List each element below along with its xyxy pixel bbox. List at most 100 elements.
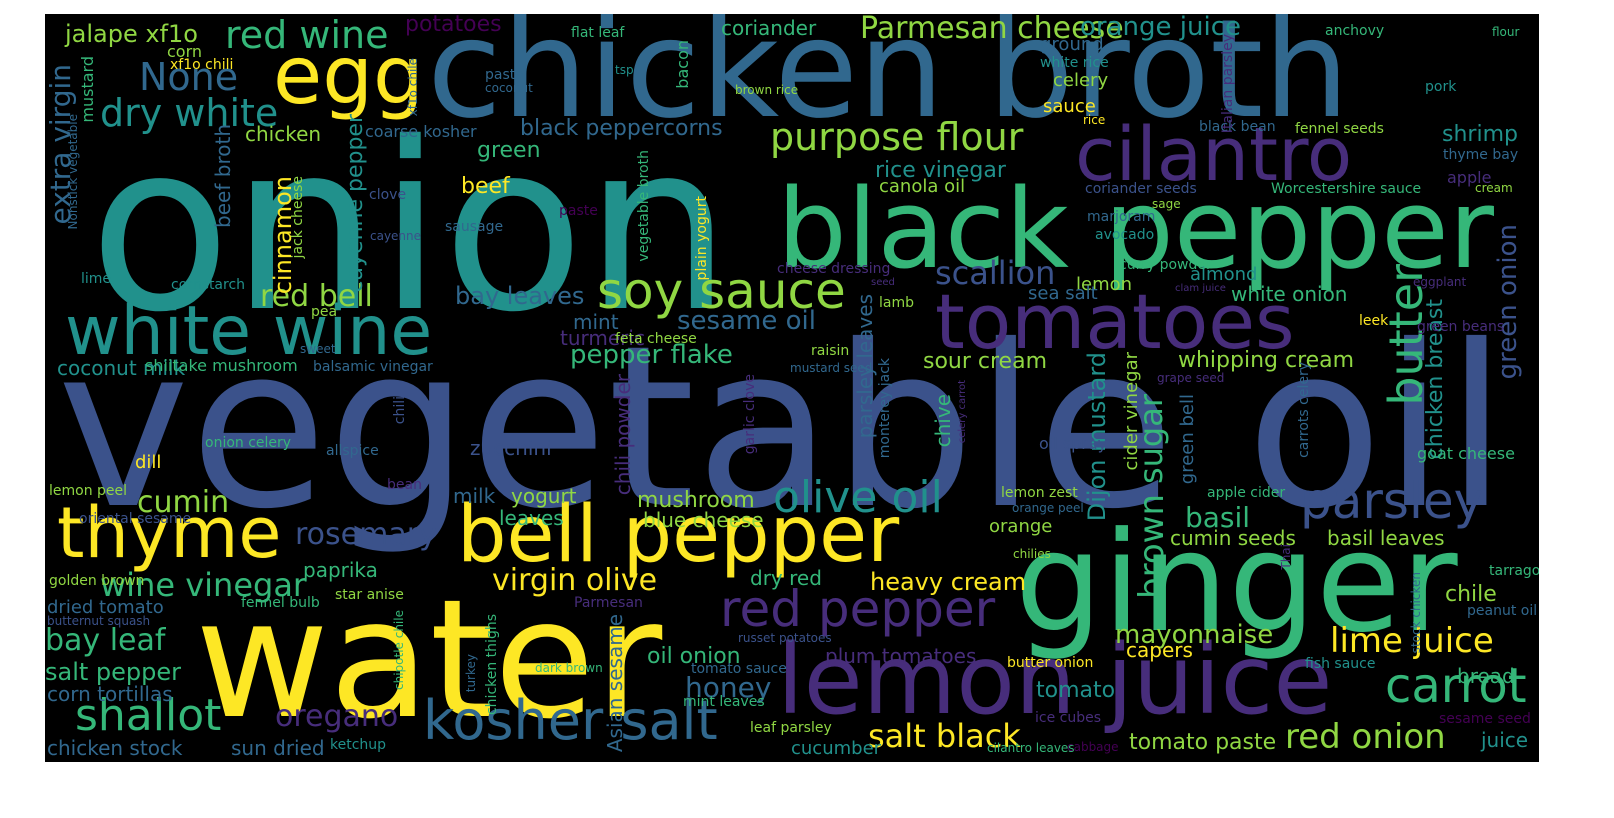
word-black-peppercorns: black peppercorns (520, 116, 723, 141)
word-clam-juice: clam juice (1175, 283, 1226, 294)
word-cider-vinegar: cider vinegar (1121, 352, 1142, 471)
word-canola-oil: canola oil (879, 176, 966, 197)
word-seed: seed (871, 277, 895, 288)
word-italian-parsley: Italian parsley (1220, 34, 1236, 134)
word-cornstarch: cornstarch (171, 277, 246, 293)
word-beef-broth: beef broth (211, 124, 235, 228)
word-bean: bean (387, 477, 422, 493)
word-sesame-seed: sesame seed (1439, 711, 1531, 727)
word-coriander: coriander (721, 16, 817, 40)
word-nonstick-vegetable: Nonstick vegetable (66, 114, 80, 230)
word-shallot: shallot (75, 690, 222, 741)
word-turkey: turkey (464, 654, 478, 693)
word-honey: honey (685, 671, 772, 704)
word-tarragon: tarragon (1489, 563, 1539, 579)
word-tomato-sauce: tomato sauce (691, 661, 787, 677)
word-marjoram: marjoram (1087, 209, 1156, 225)
word-white-rice: white rice (1040, 55, 1109, 71)
word-green: green (477, 138, 541, 163)
word-leek: leek (1359, 313, 1389, 329)
word-dill: dill (135, 452, 162, 473)
word-cayenne: cayenne (370, 229, 422, 243)
word-corn: corn (167, 42, 203, 61)
word-stock-chicken: stock chicken (1409, 572, 1423, 654)
word-carrots-celery: carrots celery (1296, 362, 1312, 458)
word-olive-oil: olive oil (773, 472, 943, 523)
word-xf1o-chile: xf1o chile (406, 58, 420, 117)
word-celery-carrot: celery carrot (957, 380, 968, 444)
word-sage: sage (1152, 197, 1181, 211)
word-mint-leaves: mint leaves (683, 694, 765, 710)
word-mushroom: mushroom (637, 488, 755, 513)
word-ground: ground (1040, 34, 1104, 55)
word-leaf-parsley: leaf parsley (750, 720, 832, 736)
word-red-bell: red bell (260, 279, 373, 314)
word-avocado: avocado (1095, 227, 1155, 243)
word-orange-peel: orange peel (1012, 501, 1084, 515)
word-star-anise: star anise (335, 587, 404, 603)
word-sweet: sweet (300, 342, 336, 356)
word-chili-powder: chili powder (611, 374, 635, 496)
word-sausage: sausage (445, 219, 504, 235)
word-tomato-paste: tomato paste (1129, 730, 1277, 755)
word-red-pepper: red pepper (720, 580, 996, 638)
word-beef: beef (461, 174, 510, 199)
word-fennel-bulb: fennel bulb (241, 595, 320, 611)
word-vegetable-oil: vegetable oil (57, 297, 1508, 558)
word-sun-dried: sun dried (231, 736, 325, 760)
word-parsley: parsley (1300, 472, 1484, 530)
word-paste: paste (559, 203, 598, 219)
word-chili: chili (392, 396, 408, 425)
word-rosemary: rosemary (295, 517, 437, 552)
word-green-bell: green bell (1177, 394, 1198, 485)
word-ice-cubes: ice cubes (1035, 710, 1102, 726)
word-bacon: bacon (673, 40, 692, 89)
word-chicken-stock: chicken stock (47, 736, 183, 760)
word-goat-cheese: goat cheese (1417, 444, 1515, 463)
word-thyme: thyme (57, 492, 282, 574)
word-feta-cheese: feta cheese (615, 331, 697, 347)
word-leaves: leaves (499, 506, 564, 530)
word-kosher-salt: kosher salt (423, 689, 718, 752)
word-green-onion: green onion (1493, 224, 1523, 380)
word-golden-brown: golden brown (49, 573, 145, 589)
word-bay-leaf: bay leaf (45, 623, 166, 658)
word-cream: cream (1475, 181, 1513, 195)
word-corn-tortillas: corn tortillas (47, 682, 173, 706)
word-cucumber: cucumber (791, 738, 882, 759)
word-oriental-sesame: oriental sesame (79, 511, 192, 527)
word-pepper-flake: pepper flake (570, 340, 733, 370)
word-peanut-oil: peanut oil (1467, 603, 1538, 619)
word-sesame-oil: sesame oil (677, 306, 816, 336)
word-bread: bread (1457, 664, 1515, 688)
word-scallion: scallion (935, 254, 1056, 292)
word-cloud: onion vegetable oil chicken broth water ging… (45, 14, 1539, 762)
word-mustard-seed: mustard seed (790, 361, 873, 375)
word-dried-tomato: dried tomato (47, 597, 164, 618)
word-orange-juice: orange juice (1080, 14, 1241, 42)
word-mayonnaise: mayonnaise (1115, 620, 1274, 650)
word-tomatoes: tomatoes (935, 277, 1295, 366)
word-green-beans: green beans (1417, 319, 1505, 335)
word-salt-black: salt black (868, 717, 1021, 755)
word-apple: apple (1447, 168, 1492, 187)
word-brown: brown (1132, 494, 1172, 599)
word-whipping-cream: whipping cream (1178, 348, 1355, 373)
word-egg: egg (273, 29, 424, 122)
word-raisin: raisin (811, 343, 850, 359)
word-oil-spray: oil spray (1039, 434, 1108, 453)
word-clove: clove (369, 187, 407, 203)
word-butternut-squash: butternut squash (47, 614, 151, 628)
word-shrimp: shrimp (1442, 122, 1518, 147)
word-onion: onion (89, 93, 732, 363)
word-balsamic-vinegar: balsamic vinegar (313, 359, 433, 375)
word-butter-onion: butter onion (1007, 655, 1094, 671)
word-milk: milk (453, 484, 496, 508)
word-yogurt: yogurt (511, 484, 577, 508)
word-jack-cheese: jack cheese (290, 176, 306, 259)
word-chicken-broth: chicken broth (427, 14, 1350, 149)
word-pea: pea (311, 304, 338, 320)
word-chicken-thighs: chicken thighs (484, 614, 500, 716)
word-none: None (139, 55, 239, 99)
word-rice: rice (1083, 113, 1106, 127)
